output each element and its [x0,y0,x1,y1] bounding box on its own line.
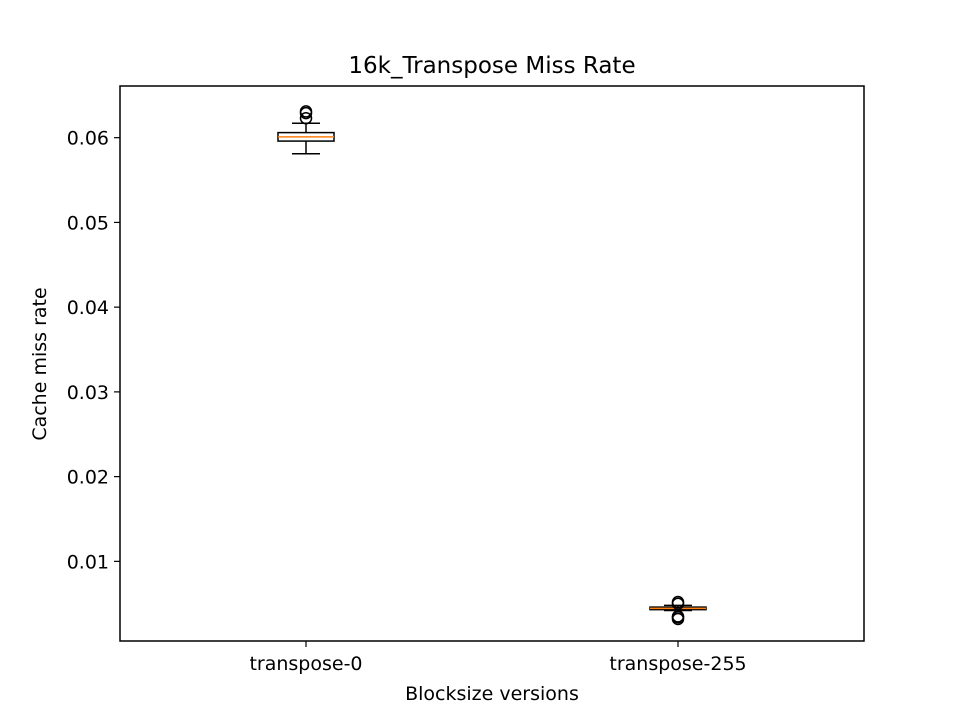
outlier-point [299,105,313,118]
x-tick-label: transpose-0 [249,653,362,675]
y-tick-label: 0.05 [67,212,109,234]
axes-frame [119,85,865,642]
y-tick-label: 0.01 [67,551,109,573]
outlier-point [299,111,313,125]
y-tick-label: 0.06 [67,128,109,150]
outlier-point [671,595,685,609]
y-axis-label: Cache miss rate [29,287,51,440]
plot-area: 0.01 0.02 0.03 0.04 0.05 0.06 transpose-0 trans… [67,105,747,675]
chart-title: 16k_Transpose Miss Rate [348,53,635,79]
y-tick-label: 0.04 [67,297,109,319]
y-tick-label: 0.02 [67,467,109,489]
outlier-point [671,610,685,623]
y-tick-label: 0.03 [67,382,109,404]
x-tick-label: transpose-255 [609,653,746,675]
x-axis-label: Blocksize versions [405,683,579,705]
